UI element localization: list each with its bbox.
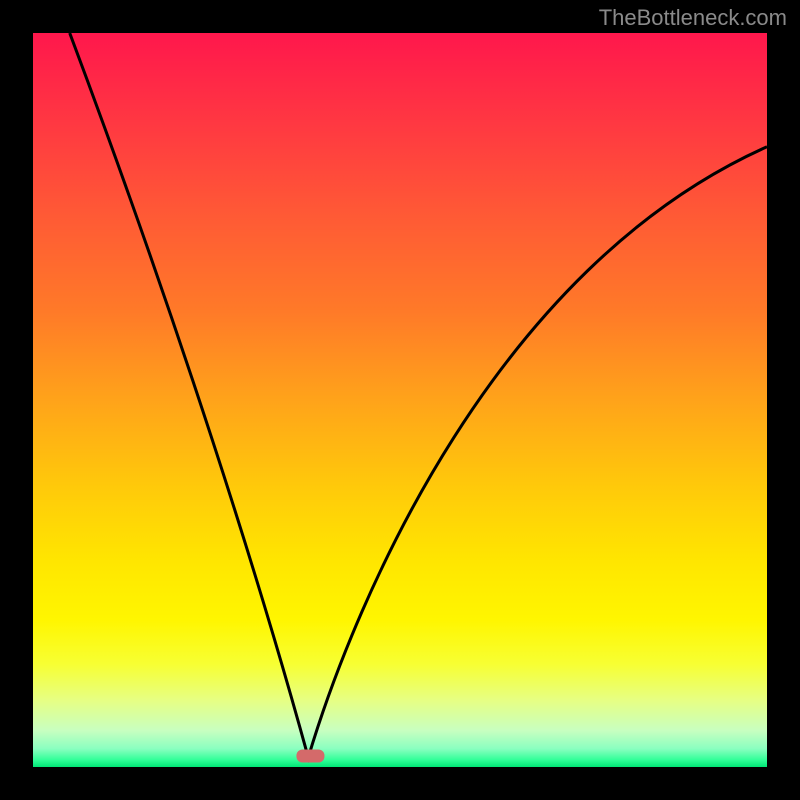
plot-background xyxy=(33,33,767,767)
bottleneck-chart xyxy=(0,0,800,800)
minimum-marker xyxy=(296,749,324,762)
watermark-text: TheBottleneck.com xyxy=(599,5,787,31)
chart-container: TheBottleneck.com xyxy=(0,0,800,800)
